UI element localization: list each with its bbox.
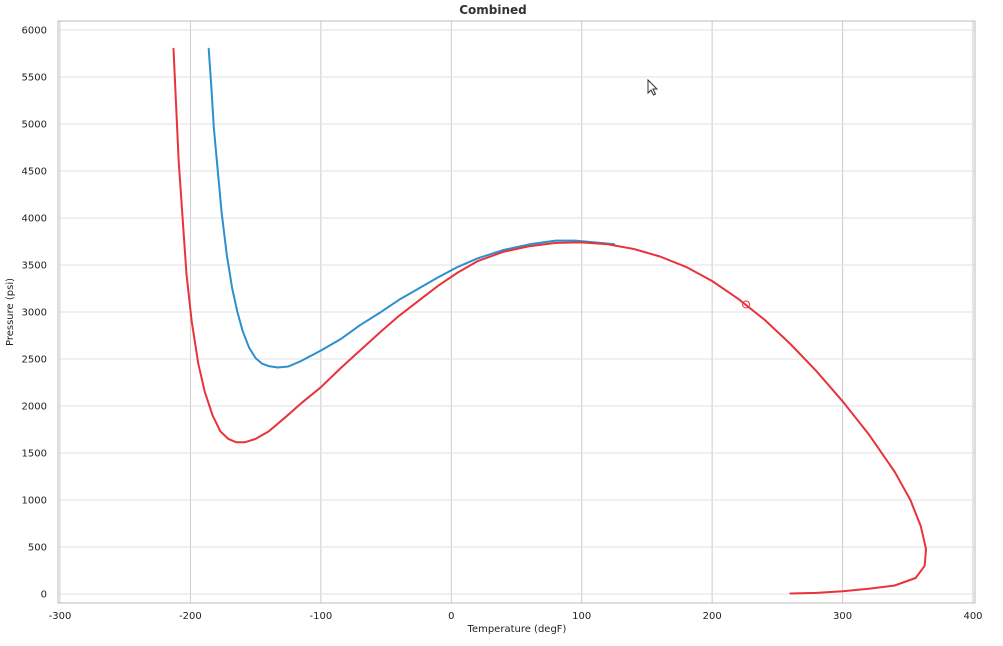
series-line-1 [207, 47, 616, 369]
series-layer [172, 47, 927, 595]
x-axis-label: Temperature (degF) [467, 624, 567, 635]
y-tick-label: 6000 [22, 26, 47, 37]
tick-layer: -300 -200 -100 0 100 200 300 400050010001500200… [22, 26, 983, 623]
y-tick-label: 4000 [22, 214, 47, 225]
y-tick-label: 1500 [22, 449, 47, 460]
series-line-2 [172, 47, 927, 595]
y-tick-label: 500 [28, 543, 47, 554]
y-tick-label: 4500 [22, 167, 47, 178]
y-tick-label: 5500 [22, 73, 47, 84]
y-tick-label: 2500 [22, 355, 47, 366]
y-tick-label: 2000 [22, 402, 47, 413]
y-tick-label: 0 [41, 590, 47, 601]
mouse-cursor-icon [647, 78, 659, 96]
x-tick-label: 300 [833, 611, 852, 622]
plot-frame [57, 20, 976, 604]
x-tick-label: 0 [448, 611, 454, 622]
x-tick-label: 400 [963, 611, 982, 622]
y-tick-label: 1000 [22, 496, 47, 507]
x-tick-label: 100 [572, 611, 591, 622]
x-tick-label: 200 [703, 611, 722, 622]
grid-layer [58, 21, 975, 603]
y-axis-label: Pressure (psi) [5, 278, 16, 346]
x-tick-label: -100 [310, 611, 333, 622]
chart-title: Combined [459, 3, 527, 17]
y-tick-label: 3000 [22, 308, 47, 319]
x-tick-label: -200 [179, 611, 202, 622]
point-marker [742, 300, 751, 309]
x-tick-label: -300 [49, 611, 72, 622]
y-tick-label: 5000 [22, 120, 47, 131]
y-tick-label: 3500 [22, 261, 47, 272]
